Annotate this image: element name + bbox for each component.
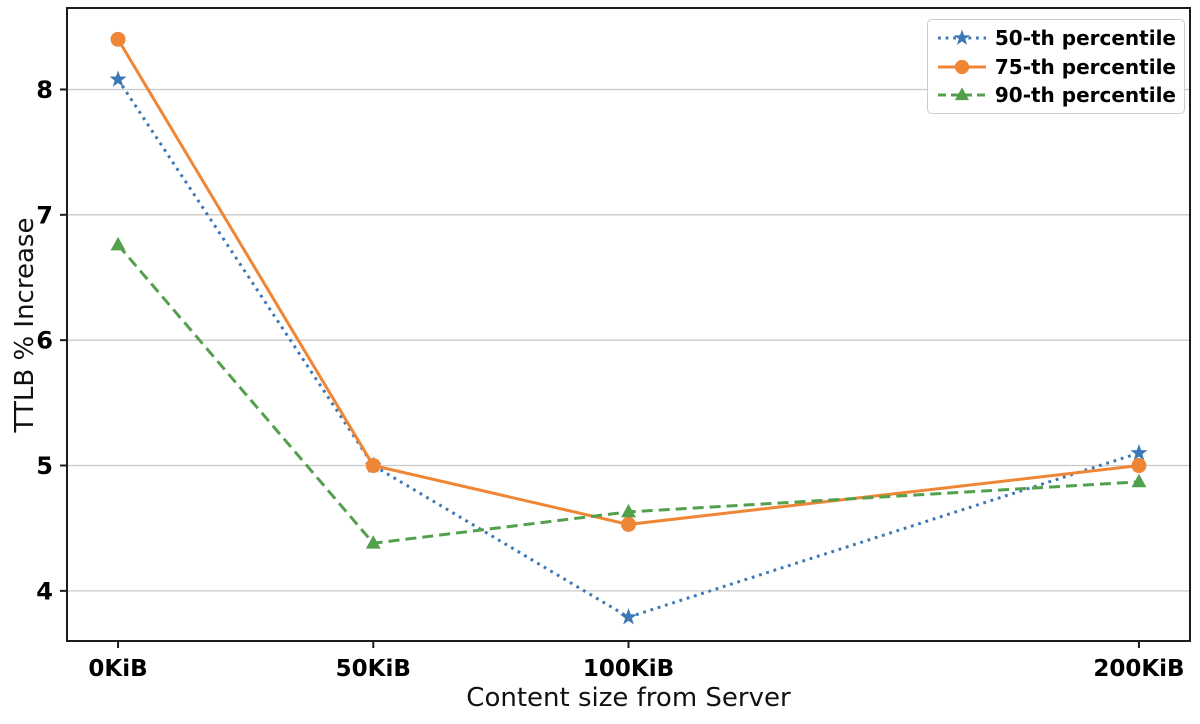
legend-sample-90th <box>938 87 986 101</box>
y-tick-label: 5 <box>36 452 53 480</box>
triangle-marker <box>110 236 126 251</box>
x-tick-label: 100KiB <box>583 656 674 682</box>
series-line-50th <box>116 78 1140 619</box>
legend-item-75th: 75-th percentile <box>936 53 1176 81</box>
x-axis-label: Content size from Server <box>466 683 791 713</box>
star-marker <box>619 608 638 625</box>
x-tick-label: 0KiB <box>88 656 147 682</box>
triangle-marker <box>621 503 636 518</box>
star-marker <box>1130 443 1148 461</box>
y-tick-label: 7 <box>36 201 53 229</box>
x-tick-label: 200KiB <box>1093 656 1184 682</box>
y-tick-label: 4 <box>36 577 53 605</box>
triangle-marker <box>1131 473 1147 488</box>
legend-sample-75th <box>938 59 986 74</box>
legend-label-75th: 75-th percentile <box>994 54 1176 79</box>
y-tick-label: 8 <box>36 76 53 104</box>
star-marker <box>953 29 971 45</box>
star-marker <box>109 70 127 87</box>
legend: 50-th percentile 75-th percentile 90-th pe… <box>927 19 1185 114</box>
circle-marker <box>954 59 970 74</box>
circle-marker <box>1131 458 1147 474</box>
legend-sample-50th <box>938 29 986 45</box>
legend-item-50th: 50-th percentile <box>936 24 1176 52</box>
series-50th <box>109 70 1148 625</box>
y-axis-label: TTLB % Increase <box>10 217 40 433</box>
legend-item-90th: 90-th percentile <box>936 81 1176 109</box>
series-75th <box>110 31 1147 532</box>
triangle-marker <box>365 535 381 549</box>
circle-marker <box>621 516 636 532</box>
circle-marker <box>365 458 381 474</box>
legend-label-90th: 90-th percentile <box>994 83 1176 108</box>
series-line-90th <box>116 243 1140 545</box>
legend-label-50th: 50-th percentile <box>994 25 1176 50</box>
series-90th <box>110 236 1147 549</box>
x-tick-label: 50KiB <box>336 656 411 682</box>
triangle-marker <box>954 87 970 101</box>
series-line-75th <box>116 38 1140 526</box>
circle-marker <box>110 31 126 47</box>
y-tick-label: 6 <box>36 327 53 355</box>
